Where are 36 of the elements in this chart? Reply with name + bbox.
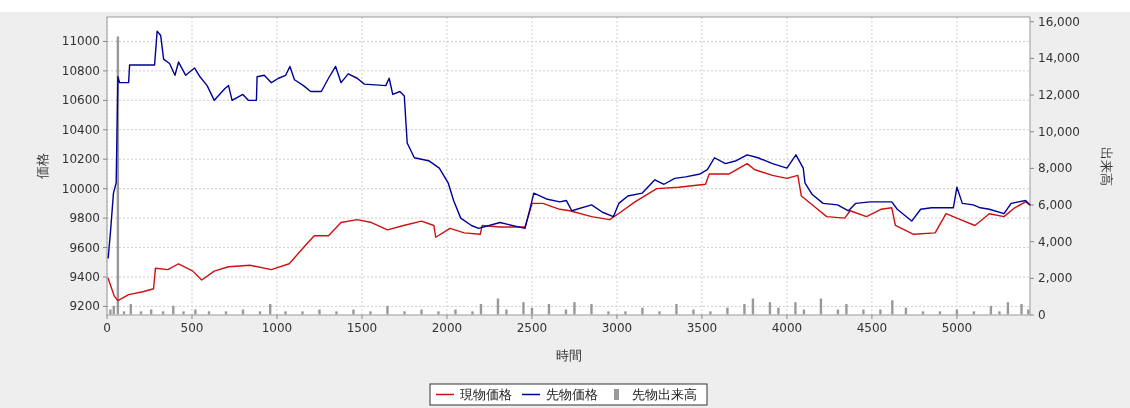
y-tick-label: 10000: [61, 181, 100, 196]
y2-tick-label: 4,000: [1038, 234, 1073, 249]
y2-tick-label: 14,000: [1038, 51, 1080, 66]
legend-label: 現物価格: [460, 387, 512, 402]
y-tick-label: 10400: [61, 122, 100, 137]
x-tick-label: 4000: [771, 321, 803, 335]
x-tick-label: 500: [180, 321, 204, 335]
x-tick-label: 1500: [346, 321, 378, 335]
y2-tick-label: 6,000: [1038, 198, 1073, 213]
x-tick-label: 5000: [941, 321, 973, 335]
x-tick-label: 2000: [431, 321, 463, 335]
y-axis-title: 価格: [35, 153, 50, 179]
y-tick-label: 10200: [61, 152, 100, 167]
y2-axis-title: 出来高: [1099, 146, 1114, 186]
legend-label: 先物価格: [546, 387, 598, 402]
y-tick-label: 10800: [61, 63, 100, 78]
y2-tick-label: 2,000: [1038, 271, 1073, 286]
y-tick-label: 9600: [69, 240, 100, 255]
y-tick-label: 9200: [69, 299, 100, 314]
x-tick-label: 1000: [261, 321, 293, 335]
y2-tick-label: 8,000: [1038, 161, 1073, 176]
x-tick-label: 0: [103, 321, 111, 335]
x-tick-label: 2500: [516, 321, 548, 335]
x-axis-title: 時間: [555, 348, 582, 363]
y-tick-label: 9800: [69, 211, 100, 226]
y2-tick-label: 10,000: [1038, 124, 1080, 139]
x-tick-label: 3500: [686, 321, 718, 335]
x-tick-label: 3000: [601, 321, 633, 335]
x-tick-label: 4500: [856, 321, 888, 335]
y-tick-label: 10600: [61, 93, 100, 108]
legend-label: 先物出来高: [632, 387, 697, 402]
y2-tick-label: 0: [1038, 308, 1046, 322]
y-tick-label: 9400: [69, 270, 100, 285]
y-tick-label: 11000: [61, 34, 100, 49]
y2-tick-label: 16,000: [1038, 14, 1080, 29]
y2-tick-label: 12,000: [1038, 88, 1080, 103]
